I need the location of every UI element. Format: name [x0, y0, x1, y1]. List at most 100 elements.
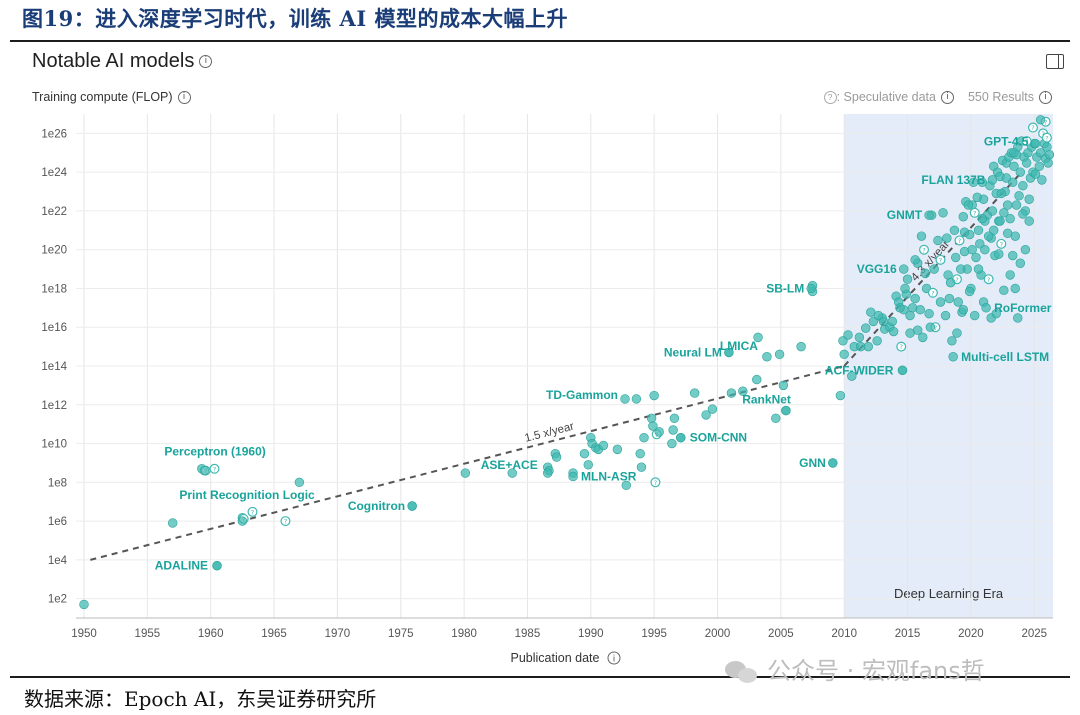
data-point[interactable] — [796, 341, 806, 352]
x-axis-info-icon[interactable] — [607, 651, 621, 665]
data-point[interactable] — [774, 349, 785, 360]
data-point[interactable] — [899, 264, 909, 274]
data-point[interactable] — [654, 427, 664, 437]
data-point[interactable] — [967, 244, 977, 255]
data-point[interactable] — [920, 268, 930, 279]
data-point[interactable] — [1018, 181, 1028, 191]
data-point[interactable] — [762, 352, 772, 362]
data-point[interactable] — [912, 325, 923, 335]
data-point[interactable] — [1010, 283, 1020, 294]
data-point[interactable] — [1021, 158, 1032, 168]
data-point[interactable] — [701, 410, 711, 420]
data-point[interactable] — [1002, 228, 1013, 239]
data-point[interactable] — [839, 349, 849, 360]
data-point[interactable] — [212, 560, 222, 571]
data-point[interactable] — [620, 394, 630, 404]
data-point[interactable] — [631, 394, 642, 404]
data-point[interactable] — [649, 390, 659, 401]
speculative-info-icon[interactable]: i — [940, 91, 954, 105]
data-point[interactable] — [1035, 115, 1046, 125]
speculative-point[interactable] — [1041, 132, 1052, 143]
data-point[interactable] — [621, 480, 631, 491]
speculative-point[interactable] — [209, 463, 220, 474]
data-point[interactable] — [940, 310, 951, 321]
speculative-point[interactable] — [954, 235, 965, 246]
data-point[interactable] — [676, 433, 686, 443]
data-point[interactable] — [1044, 149, 1055, 160]
speculative-point[interactable] — [650, 477, 661, 488]
results-info-icon[interactable]: i — [1039, 91, 1052, 105]
data-point[interactable] — [835, 390, 846, 401]
data-point[interactable] — [981, 303, 991, 313]
data-point[interactable] — [568, 471, 578, 482]
data-point[interactable] — [753, 332, 763, 343]
speculative-point[interactable] — [896, 341, 907, 352]
data-point[interactable] — [958, 305, 968, 315]
data-point[interactable] — [667, 438, 677, 449]
data-point[interactable] — [994, 249, 1004, 259]
data-point[interactable] — [872, 336, 882, 346]
data-point[interactable] — [952, 328, 962, 338]
data-point[interactable] — [707, 404, 718, 414]
data-point[interactable] — [991, 308, 1001, 319]
speculative-point[interactable] — [969, 207, 980, 218]
data-point[interactable] — [1013, 313, 1023, 323]
data-point[interactable] — [635, 448, 645, 459]
data-point[interactable] — [781, 405, 791, 416]
data-point[interactable] — [1024, 216, 1034, 226]
speculative-point[interactable] — [919, 244, 930, 255]
data-point[interactable] — [726, 388, 737, 398]
data-point[interactable] — [925, 322, 936, 332]
data-point[interactable] — [579, 448, 590, 459]
data-point[interactable] — [598, 440, 609, 451]
data-point[interactable] — [900, 283, 910, 294]
data-point[interactable] — [79, 599, 89, 610]
data-point[interactable] — [971, 252, 981, 263]
data-point[interactable] — [983, 231, 994, 241]
data-point[interactable] — [915, 305, 925, 315]
data-point[interactable] — [929, 264, 939, 274]
data-point[interactable] — [778, 380, 789, 391]
data-point[interactable] — [995, 216, 1005, 226]
data-point[interactable] — [933, 235, 943, 246]
data-point[interactable] — [847, 371, 857, 381]
data-point[interactable] — [1037, 175, 1047, 185]
data-point[interactable] — [551, 452, 562, 462]
speculative-point[interactable] — [1027, 122, 1038, 133]
data-point[interactable] — [724, 347, 734, 358]
data-point[interactable] — [1043, 158, 1053, 168]
data-point[interactable] — [738, 386, 748, 396]
data-point[interactable] — [924, 308, 934, 319]
speculative-point[interactable] — [1021, 136, 1032, 147]
data-point[interactable] — [945, 277, 956, 288]
data-point[interactable] — [964, 286, 975, 297]
data-point[interactable] — [935, 297, 946, 307]
data-point[interactable] — [888, 326, 899, 337]
data-point[interactable] — [648, 421, 658, 431]
data-point[interactable] — [1030, 138, 1041, 149]
data-point[interactable] — [167, 518, 178, 528]
info-icon[interactable]: i — [199, 55, 213, 69]
sidebar-panel-icon[interactable] — [1046, 54, 1064, 69]
data-point[interactable] — [902, 274, 913, 284]
data-point[interactable] — [1011, 200, 1022, 210]
data-point[interactable] — [1024, 194, 1034, 204]
data-point[interactable] — [861, 323, 871, 333]
data-point[interactable] — [905, 310, 915, 321]
data-point[interactable] — [999, 208, 1009, 218]
data-point[interactable] — [918, 332, 928, 343]
data-point[interactable] — [636, 462, 647, 472]
data-point[interactable] — [237, 516, 248, 526]
data-point[interactable] — [407, 501, 417, 511]
y-axis-info-icon[interactable]: i — [177, 91, 191, 105]
data-point[interactable] — [973, 225, 984, 236]
data-point[interactable] — [543, 468, 553, 478]
data-point[interactable] — [1009, 148, 1019, 158]
data-point[interactable] — [771, 413, 781, 424]
data-point[interactable] — [947, 336, 957, 346]
data-point[interactable] — [987, 175, 998, 185]
data-point[interactable] — [639, 433, 649, 443]
data-point[interactable] — [977, 213, 988, 224]
data-point[interactable] — [294, 477, 305, 488]
data-point[interactable] — [895, 303, 905, 313]
